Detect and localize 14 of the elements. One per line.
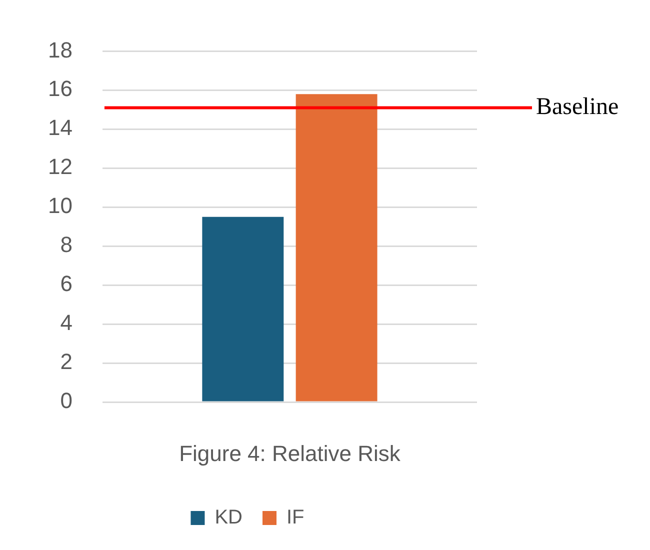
y-tick-label: 8: [60, 232, 72, 258]
ref-line-label: Baseline: [536, 94, 619, 120]
y-tick-label: 16: [48, 76, 72, 102]
legend-label: IF: [286, 506, 304, 529]
y-tick-label: 2: [60, 349, 72, 374]
x-axis-title: Figure 4: Relative Risk: [179, 440, 402, 466]
y-tick-label: 18: [48, 37, 72, 62]
y-tick-label: 14: [48, 115, 72, 140]
y-tick-label: 4: [60, 310, 72, 336]
legend-label: KD: [214, 506, 243, 529]
y-tick-label: 10: [48, 193, 72, 218]
y-tick-label: 0: [60, 388, 72, 414]
y-tick-label: 12: [48, 154, 72, 180]
y-tick-label: 6: [60, 271, 72, 296]
